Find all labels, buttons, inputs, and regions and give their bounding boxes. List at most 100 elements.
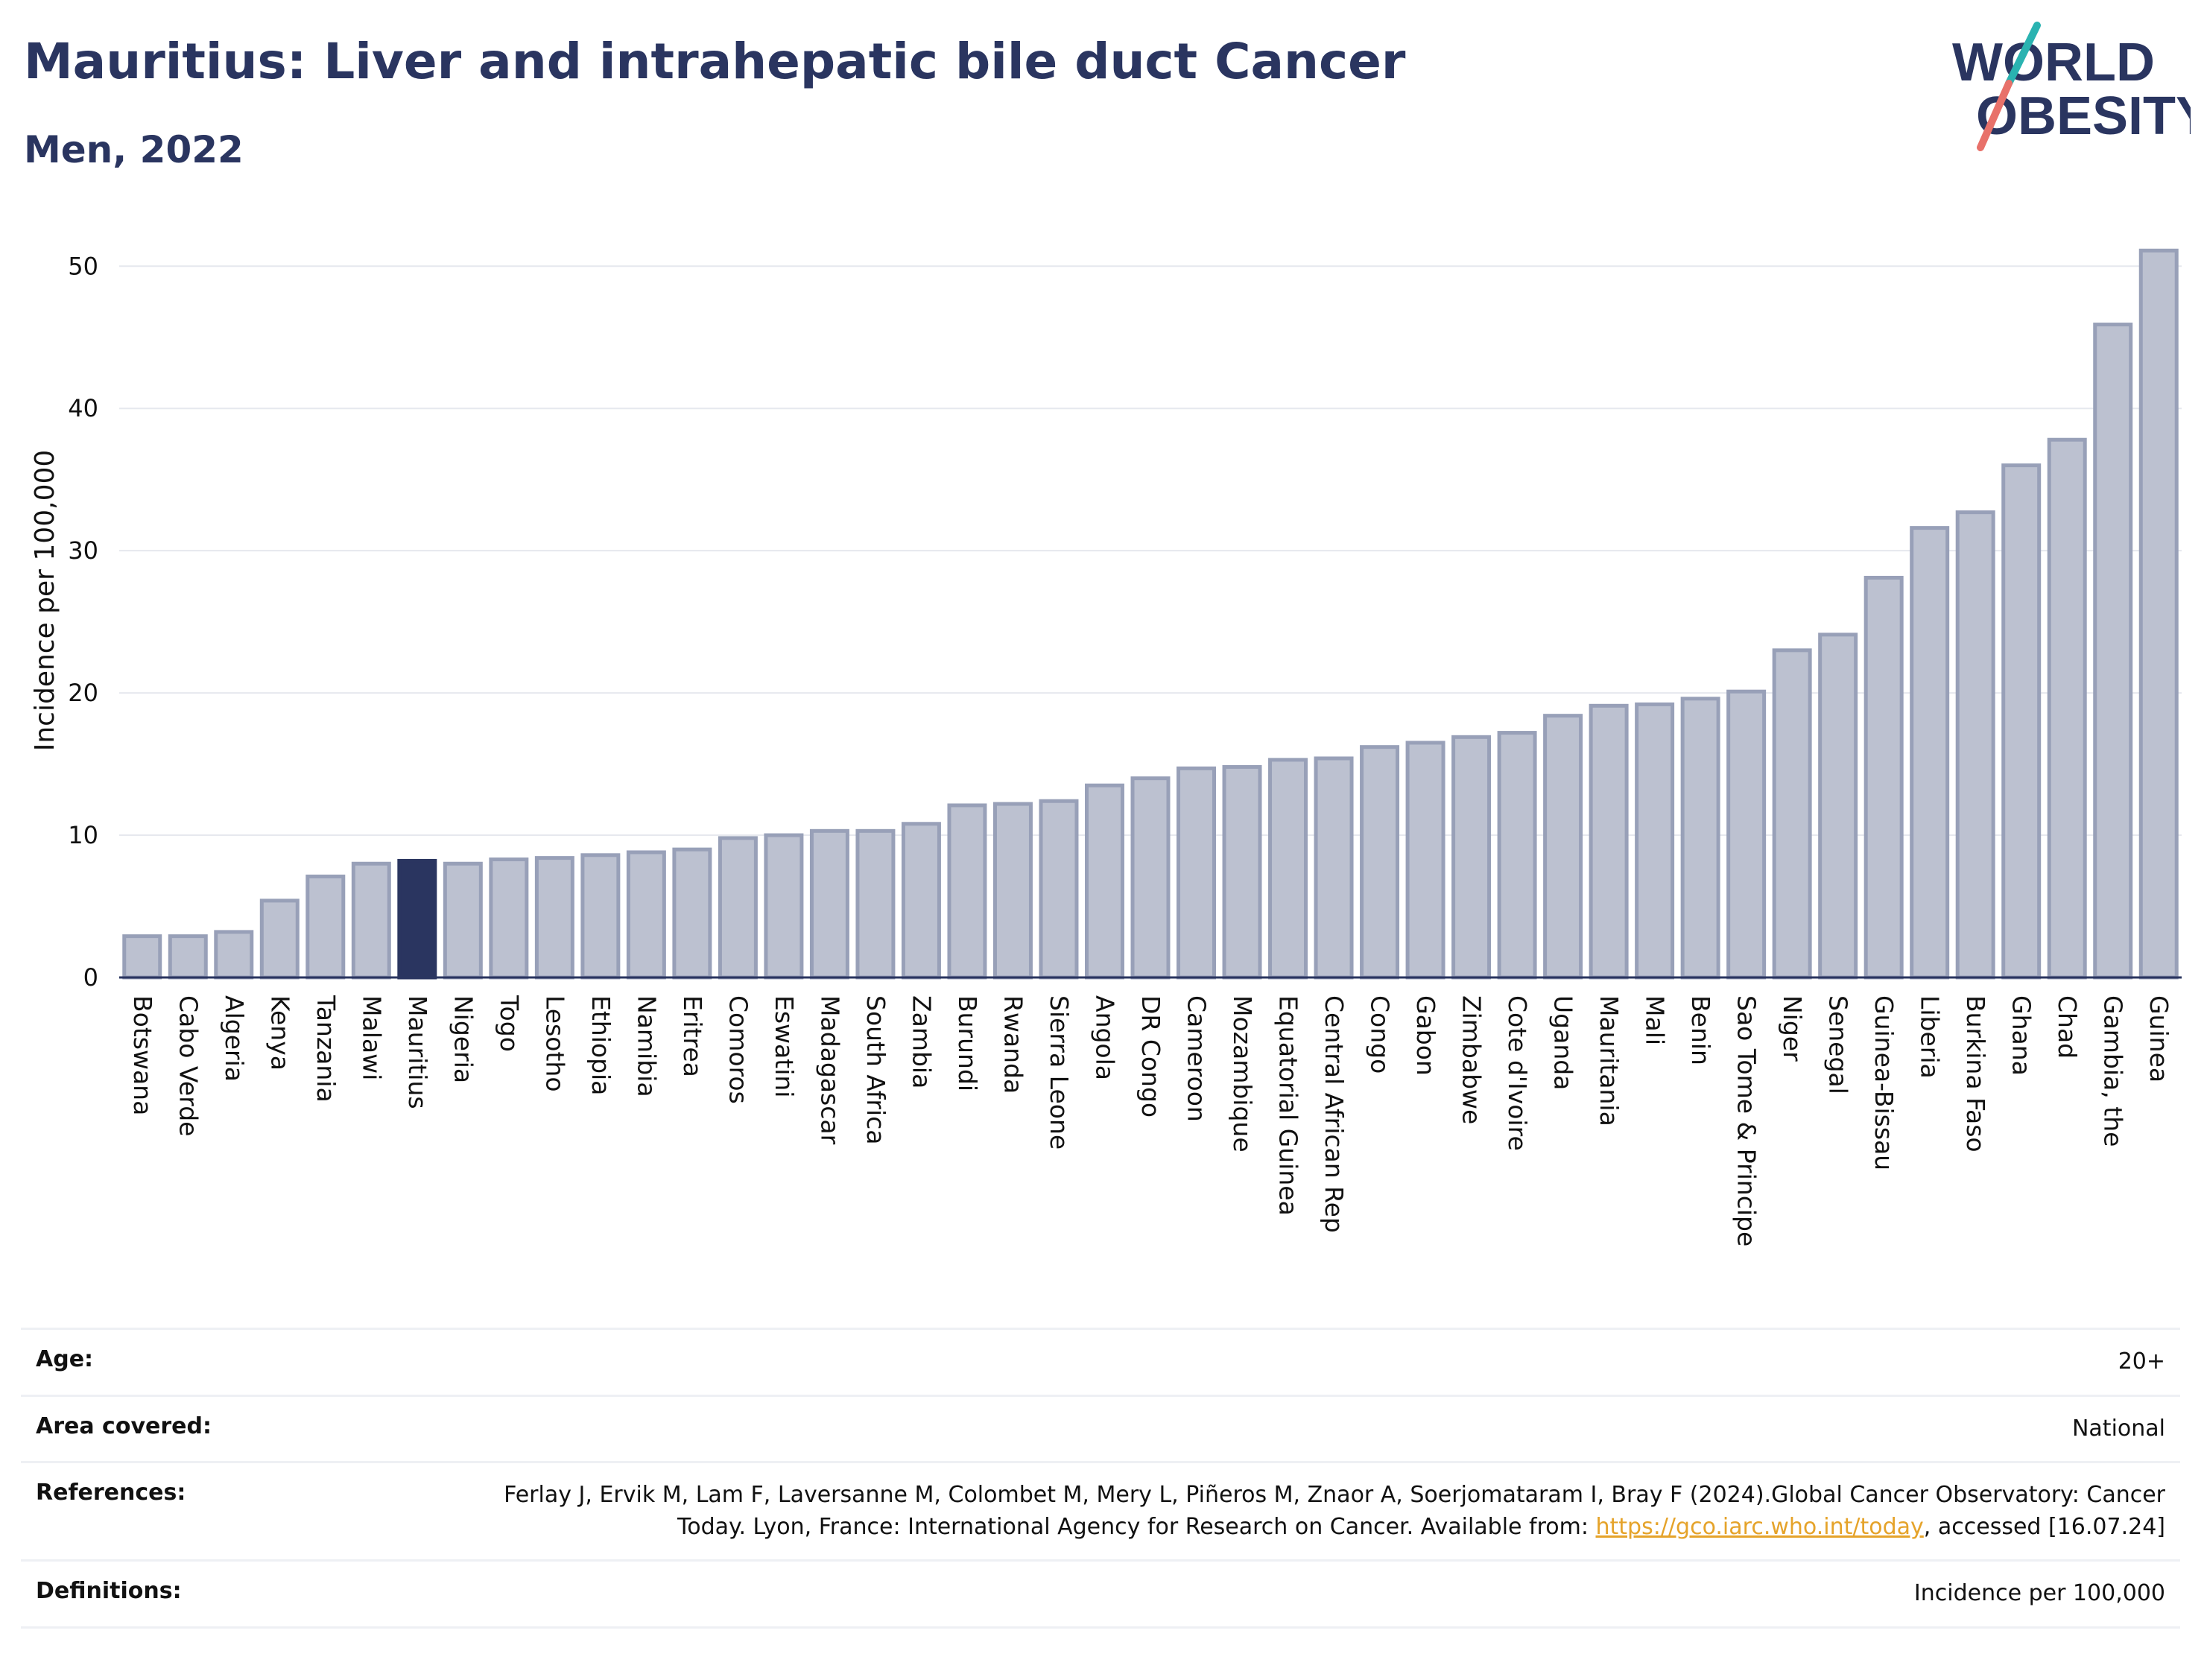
world-obesity-logo: WORLD OBESITY (1952, 22, 2191, 151)
info-row-references: References: Ferlay J, Ervik M, Lam F, La… (21, 1463, 2180, 1562)
x-category-label: Benin (1686, 995, 1715, 1065)
x-category-label: Guinea-Bissau (1869, 995, 1899, 1170)
x-category-label: Mali (1641, 995, 1670, 1045)
x-category-label: Mauritius (403, 995, 432, 1109)
bar (351, 861, 391, 980)
bar (1177, 766, 1217, 980)
age-value: 20+ (2118, 1348, 2165, 1375)
bar (534, 856, 574, 980)
x-category-label: Uganda (1549, 995, 1578, 1090)
y-axis-title: Incidence per 100,000 (30, 450, 60, 752)
bar (489, 858, 529, 980)
bar (2047, 437, 2087, 980)
x-category-label: DR Congo (1136, 995, 1165, 1118)
bar (1635, 702, 1675, 980)
x-category-label: Equatorial Guinea (1274, 995, 1303, 1216)
bar (1910, 526, 1950, 980)
x-category-label: Liberia (1916, 995, 1945, 1079)
bar (1543, 714, 1583, 980)
bar (1130, 776, 1171, 980)
references-link[interactable]: https://gco.iarc.who.int/today (1595, 1513, 1924, 1540)
x-category-label: Zimbabwe (1457, 995, 1486, 1124)
logo-word-world: WORLD (1952, 33, 2155, 92)
logo-slash-teal (2005, 22, 2041, 87)
x-category-label: Sierra Leone (1045, 995, 1074, 1150)
y-tick-label: 20 (68, 679, 98, 707)
bar (443, 861, 483, 980)
references-accessed: , accessed [16.07.24] (1923, 1513, 2165, 1540)
x-category-label: Tanzania (311, 995, 341, 1103)
bar (1863, 575, 1904, 980)
y-tick-label: 50 (68, 252, 98, 280)
references-label: References: (36, 1480, 186, 1506)
bar (122, 934, 162, 980)
x-category-label: Angola (1090, 995, 1119, 1080)
bar (672, 847, 712, 980)
info-row-age: Age: 20+ (21, 1330, 2180, 1397)
x-category-label: Cote d'Ivoire (1503, 995, 1532, 1151)
x-category-label: Comoros (723, 995, 753, 1104)
x-category-label: Sao Tome & Principe (1732, 995, 1761, 1246)
bar-chart: 0 10 20 30 40 50 Incidence per 100,000 Botswana… (30, 248, 2182, 1246)
page-title: Mauritius: Liver and intrahepatic bile d… (24, 33, 1406, 90)
info-row-area: Area covered: National (21, 1397, 2180, 1464)
x-category-label: Eswatini (770, 995, 799, 1097)
x-category-label: Burundi (953, 995, 982, 1091)
x-category-label: South Africa (861, 995, 890, 1145)
x-category-label: Mozambique (1228, 995, 1257, 1153)
bar (718, 836, 758, 980)
x-category-label: Burkina Faso (1961, 995, 1990, 1153)
info-row-definitions: Definitions: Incidence per 100,000 (21, 1562, 2180, 1629)
bar (1268, 758, 1308, 980)
x-category-label: Ethiopia (586, 995, 615, 1095)
x-category-label: Zambia (907, 995, 936, 1088)
x-category-label: Namibia (632, 995, 661, 1097)
bar (2093, 323, 2133, 980)
bar (1405, 741, 1445, 980)
x-category-label: Kenya (265, 995, 294, 1071)
x-category-label: Chad (2053, 995, 2082, 1059)
bar (1955, 510, 1995, 980)
bar (1314, 756, 1354, 980)
page-subtitle: Men, 2022 (24, 128, 244, 171)
area-value: National (2071, 1415, 2165, 1442)
references-text: Ferlay J, Ervik M, Lam F, Laversanne M, … (504, 1482, 2165, 1540)
bar (855, 828, 896, 980)
x-category-label: Rwanda (998, 995, 1027, 1094)
bar (1497, 731, 1537, 980)
bar (1360, 745, 1400, 980)
bar (1772, 648, 1812, 980)
bar (626, 850, 666, 980)
x-category-label: Algeria (220, 995, 249, 1082)
highlighted-bar (397, 858, 437, 980)
x-category-label: Congo (1366, 995, 1395, 1074)
bar (168, 934, 208, 980)
definitions-value: Incidence per 100,000 (1913, 1580, 2165, 1607)
logo-word-obesity: OBESITY (1976, 86, 2191, 146)
area-label: Area covered: (36, 1413, 212, 1439)
references-value: Ferlay J, Ervik M, Lam F, Laversanne M, … (489, 1480, 2165, 1543)
logo-slash-coral (1977, 80, 2013, 151)
x-category-label: Senegal (1824, 995, 1853, 1094)
x-category-label: Lesotho (540, 995, 569, 1092)
x-category-label: Mauritania (1595, 995, 1624, 1126)
y-tick-label: 40 (68, 394, 98, 422)
bar (214, 930, 254, 980)
bar (901, 822, 941, 980)
x-category-label: Cabo Verde (174, 995, 203, 1136)
bar (764, 833, 804, 980)
bar (1039, 799, 1079, 980)
x-category-label: Gabon (1411, 995, 1440, 1076)
bar (947, 803, 987, 980)
x-category-label: Central African Rep (1320, 995, 1349, 1233)
bar (1818, 633, 1858, 980)
x-category-label: Togo (495, 995, 524, 1052)
y-tick-label: 30 (68, 536, 98, 565)
bar (809, 828, 849, 980)
x-category-label: Nigeria (449, 995, 478, 1083)
bar (2138, 248, 2179, 980)
info-table: Age: 20+ Area covered: National Referenc… (21, 1328, 2180, 1629)
x-category-label: Ghana (2007, 995, 2036, 1076)
x-category-label: Malawi (357, 995, 386, 1080)
bar (580, 853, 621, 980)
